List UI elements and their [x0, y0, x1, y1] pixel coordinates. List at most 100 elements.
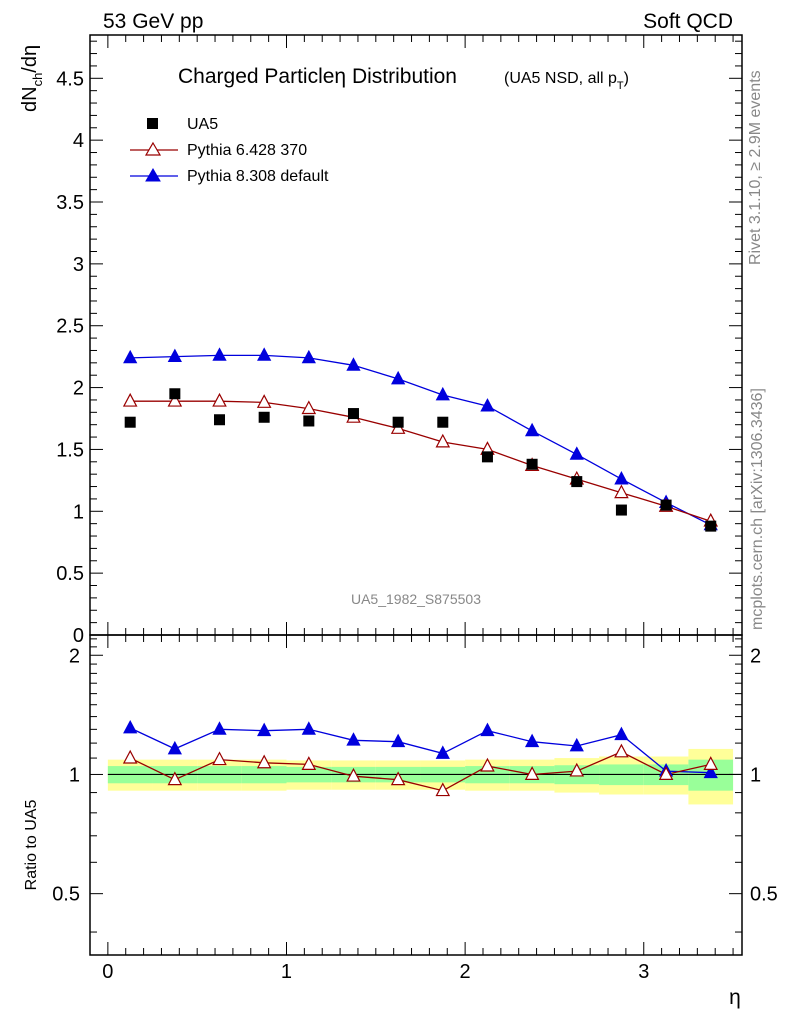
- y-axis-label: dNch/dη: [19, 45, 45, 112]
- ua5-point: [571, 476, 583, 488]
- rivet-label: Rivet 3.1.10, ≥ 2.9M events: [747, 70, 764, 265]
- ratio-pythia6-point: [435, 782, 451, 797]
- ua5-point: [526, 458, 538, 470]
- y-tick-label: 0: [73, 625, 84, 647]
- analysis-watermark: UA5_1982_S875503: [351, 591, 481, 607]
- ua5-point: [705, 520, 717, 532]
- ratio-y-tick-label-right: 0.5: [750, 884, 778, 906]
- ratio-pythia6-line: [129, 751, 711, 792]
- ratio-pythia6-point: [167, 771, 183, 786]
- ratio-pythia8-point: [346, 732, 361, 746]
- ua5-point: [437, 416, 449, 428]
- pythia6-point: [614, 484, 629, 499]
- ratio-pythia8-point: [524, 733, 540, 748]
- legend: UA5 Pythia 6.428 370 Pythia 8.308 defaul…: [130, 116, 329, 185]
- legend-label-pythia6: Pythia 6.428 370: [187, 142, 307, 159]
- pythia8-point: [212, 347, 227, 361]
- ua5-point: [258, 411, 270, 423]
- ratio-y-axis-label: Ratio to UA5: [23, 800, 40, 891]
- pythia8-point: [480, 398, 495, 412]
- ratio-pythia6-point: [301, 756, 317, 770]
- ua5-point: [660, 499, 672, 511]
- ratio-pythia8-point: [435, 745, 450, 759]
- legend-marker-pythia8: [145, 168, 161, 182]
- ratio-pythia8-point: [123, 719, 138, 734]
- ratio-pythia6-point: [703, 756, 719, 770]
- main-plot-panel: 0 0.5 1 1.5 2 2.5 3 3.5 4 4.5 Charged Particleη D…: [19, 34, 743, 647]
- y-tick-label: 1: [73, 501, 84, 523]
- x-tick-label: 2: [460, 961, 471, 983]
- ratio-pythia6-point: [569, 762, 585, 777]
- y-tick-label: 4.5: [56, 68, 84, 90]
- pythia6-point: [301, 400, 317, 415]
- ratio-pythia6-point: [256, 754, 272, 769]
- ratio-pythia6-point: [346, 767, 361, 782]
- ratio-pythia8-point: [167, 740, 182, 755]
- chart-title: Charged Particleη Distribution: [178, 65, 457, 88]
- y-tick-label: 2: [73, 378, 84, 400]
- pythia6-point: [435, 433, 451, 448]
- pythia8-point: [569, 446, 584, 460]
- pythia8-line: [130, 354, 711, 526]
- header-right: Soft QCD: [643, 10, 733, 33]
- ratio-plot-frame: [89, 634, 743, 956]
- ratio-y-tick-label: 0.5: [52, 884, 80, 906]
- legend-marker-ua5: [147, 118, 158, 129]
- pythia6-point: [167, 392, 183, 407]
- ratio-pythia8-point: [391, 733, 406, 748]
- ratio-pythia8-point: [569, 737, 584, 752]
- y-tick-label: 3.5: [56, 192, 84, 214]
- ratio-plot-panel: 0.5 0.5 1 1 2 2 0 1 2 3 Ratio to UA5 η: [23, 634, 778, 1009]
- pythia8-point: [435, 386, 450, 401]
- ua5-point: [303, 415, 315, 427]
- ratio-pythia8-point: [480, 722, 495, 737]
- legend-label-pythia8: Pythia 8.308 default: [187, 168, 329, 185]
- pythia6-point: [122, 392, 138, 407]
- ratio-pythia6-point: [212, 751, 227, 766]
- ua5-point: [481, 451, 493, 463]
- pythia8-point: [123, 349, 138, 364]
- legend-marker-pythia6: [144, 141, 162, 156]
- ua5-point: [347, 408, 359, 420]
- ua5-point: [214, 414, 226, 426]
- ua5-point: [615, 504, 627, 516]
- mcplots-label: mcplots.cern.ch [arXiv:1306.3436]: [749, 388, 766, 630]
- pythia8-point: [167, 348, 182, 363]
- ratio-pythia6-point: [614, 743, 629, 758]
- x-tick-label: 3: [638, 961, 649, 983]
- ratio-pythia6-point: [658, 766, 674, 780]
- pythia6-point: [256, 394, 272, 408]
- x-tick-label: 1: [281, 961, 292, 983]
- y-tick-label: 0.5: [56, 563, 84, 585]
- pythia8-point: [346, 357, 361, 371]
- ratio-y-tick-label: 1: [69, 764, 80, 786]
- pythia6-line: [130, 400, 711, 522]
- pythia8-point: [257, 347, 272, 361]
- x-axis-label: η: [729, 986, 741, 1009]
- y-tick-label: 3: [73, 254, 84, 276]
- pythia8-point: [391, 370, 406, 385]
- y-tick-label: 2.5: [56, 316, 84, 338]
- chart-subtitle: (UA5 NSD, all pT): [504, 70, 629, 92]
- pythia8-point: [301, 349, 316, 364]
- x-tick-label: 0: [102, 961, 113, 983]
- ratio-pythia8-point: [212, 721, 227, 735]
- pythia6-point: [212, 392, 227, 407]
- ua5-point: [124, 416, 136, 428]
- header-left: 53 GeV pp: [103, 10, 203, 33]
- ua5-point: [392, 416, 404, 428]
- pythia8-point: [524, 422, 540, 437]
- y-tick-label: 1.5: [56, 439, 84, 461]
- pythia8-point: [614, 471, 629, 485]
- ratio-pythia8-point: [703, 764, 718, 779]
- ratio-pythia6-point: [524, 766, 540, 780]
- y-tick-label: 4: [73, 130, 84, 152]
- ratio-pythia8-line: [129, 727, 711, 774]
- ratio-pythia8-point: [614, 726, 629, 741]
- ratio-pythia8-point: [301, 721, 316, 735]
- ratio-y-tick-label: 2: [69, 645, 80, 667]
- ratio-pythia8-point: [257, 722, 272, 737]
- ratio-pythia6-point: [390, 771, 406, 786]
- legend-label-ua5: UA5: [187, 116, 218, 133]
